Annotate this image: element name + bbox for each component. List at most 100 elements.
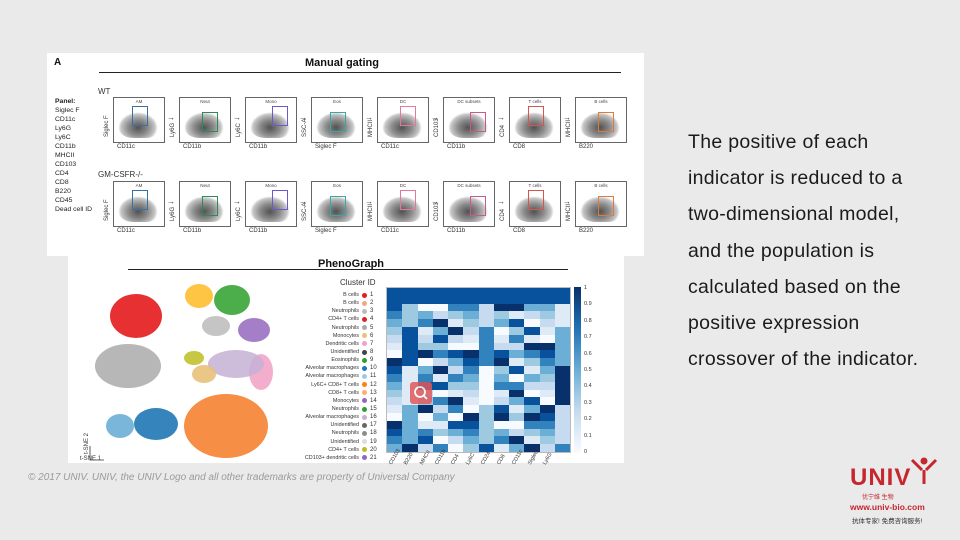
gating-plot: B cells (575, 97, 627, 143)
gate-y-axis-label: MHCII (368, 204, 374, 221)
heatmap-cell (463, 366, 479, 374)
gating-plot: Eos (311, 181, 363, 227)
heatmap-cell (387, 381, 403, 390)
marker: MHCII (55, 152, 75, 159)
heatmap-cell (524, 381, 540, 390)
gate-region (330, 112, 346, 132)
heatmap-cell (554, 358, 570, 367)
heatmap-cell (554, 436, 570, 445)
heatmap-cell (417, 295, 433, 304)
heatmap-cell (509, 381, 525, 390)
phenograph-figure: PhenoGraph t-SNE 1 t-SNE 2 Cluster ID B … (68, 256, 624, 466)
cluster-color-dot (362, 439, 367, 445)
marker: CD11b (55, 143, 76, 150)
heatmap-cell (448, 319, 464, 328)
heatmap-cell (509, 397, 525, 406)
marker: CD45 (55, 197, 73, 204)
gate-x-axis-label: B220 (579, 228, 594, 234)
heatmap-cell (432, 319, 448, 328)
tsne-plot (89, 284, 273, 461)
heatmap-cell (524, 342, 540, 351)
cluster-legend-item: B cells 1 (280, 291, 380, 299)
search-zoom-button[interactable] (410, 382, 432, 404)
logo-figure-icon (910, 457, 938, 484)
heatmap-cell (478, 311, 494, 320)
arrow-icon: → (167, 197, 175, 206)
gate-name: Neut (200, 183, 210, 188)
gate-y-axis-label: CD103 (434, 118, 440, 137)
heatmap-cell (448, 436, 464, 445)
gate-x-axis-label: CD11c (117, 228, 135, 234)
gating-plot: DC subsets (443, 181, 495, 227)
cluster-color-dot (362, 398, 367, 404)
heatmap-cell (417, 373, 433, 382)
heatmap-cell (448, 397, 464, 406)
cluster-color-dot (362, 365, 367, 371)
arrow-icon: → (365, 197, 373, 206)
heatmap-cell (493, 397, 509, 406)
heatmap-cell (402, 389, 418, 398)
colorbar-tick: 0.3 (584, 399, 592, 406)
heatmap-cell (554, 397, 570, 406)
heatmap-cell (402, 420, 418, 429)
logo-chinese-name: 优宁维 生物 (862, 495, 894, 501)
colorbar-tick: 0.2 (584, 416, 592, 423)
heatmap-cell (509, 373, 525, 382)
cluster-id: 6 (370, 332, 374, 339)
heatmap-cell (539, 295, 555, 304)
heatmap-cell (463, 342, 479, 351)
heatmap-cell (432, 288, 448, 296)
heatmap-cell (432, 358, 448, 367)
heatmap-cell (554, 311, 570, 320)
heatmap-cell (493, 444, 509, 452)
heatmap-column-label: Ly6G (542, 451, 554, 466)
heatmap-cell (509, 342, 525, 351)
heatmap-cell (509, 420, 525, 429)
heatmap-cell (493, 366, 509, 374)
cluster-label: Ly6C+ CD8+ T cells (311, 381, 359, 388)
cluster-id: 5 (370, 324, 374, 331)
search-icon (414, 386, 428, 400)
heatmap-cell (493, 342, 509, 351)
heatmap-cell (463, 288, 479, 296)
heatmap-cell (554, 381, 570, 390)
heatmap-cell (493, 436, 509, 445)
heatmap-cell (448, 405, 464, 413)
gate-x-axis-label: Siglec F (315, 228, 337, 234)
heatmap-cell (554, 303, 570, 312)
heatmap-cell (493, 389, 509, 398)
heatmap-column-label: Ly6C (465, 452, 477, 466)
heatmap-cell (524, 303, 540, 312)
heatmap-cell (539, 334, 555, 343)
heatmap-cell (539, 373, 555, 382)
gate-region (272, 190, 288, 210)
heatmap-cell (509, 350, 525, 359)
cluster-legend-item: Unidentified 8 (280, 348, 380, 356)
gate-name: B cells (594, 183, 608, 188)
heatmap (386, 287, 571, 453)
colorbar-tick: 0.1 (584, 432, 592, 439)
heatmap-cell (448, 381, 464, 390)
heatmap-cell (448, 311, 464, 320)
heatmap-cell (478, 350, 494, 359)
cluster-color-dot (362, 349, 367, 355)
heatmap-cell (509, 319, 525, 328)
heatmap-cell (554, 373, 570, 382)
heatmap-cell (402, 381, 418, 390)
heatmap-cell (448, 327, 464, 335)
heatmap-cell (387, 420, 403, 429)
heatmap-cell (554, 405, 570, 413)
event-density (316, 196, 356, 222)
gate-y-axis-label: Ly6G (170, 206, 176, 221)
heatmap-cell (387, 358, 403, 367)
heatmap-cell (478, 319, 494, 328)
heatmap-cell (524, 397, 540, 406)
heatmap-cell (387, 373, 403, 382)
colorbar-tick: 0.7 (584, 334, 592, 341)
heatmap-cell (493, 405, 509, 413)
arrow-icon: → (497, 197, 505, 206)
gate-x-axis-label: CD8 (513, 228, 526, 234)
heatmap-cell (432, 428, 448, 437)
cluster-id: 7 (370, 340, 374, 347)
gate-region (132, 106, 148, 126)
